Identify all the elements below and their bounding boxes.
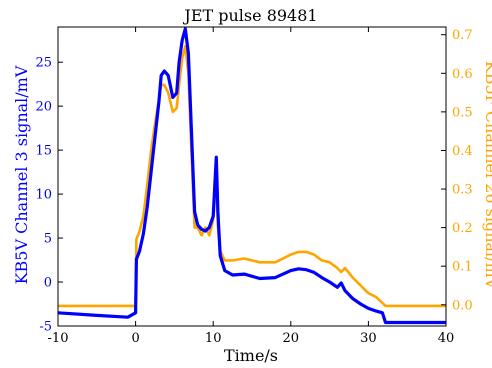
x-tick-label: 10 [205, 331, 222, 346]
series-line-kb5f-channel-26 [58, 44, 446, 308]
series-line-kb5v-channel-3 [57, 27, 446, 325]
left-y-tick-label: 5 [44, 232, 52, 247]
chart-title: JET pulse 89481 [182, 6, 317, 25]
left-y-tick-label: 20 [35, 100, 52, 115]
left-y-tick-label: 15 [35, 144, 52, 159]
x-tick-label: 40 [438, 331, 455, 346]
plot-frame [57, 26, 447, 327]
x-tick-label: -10 [48, 331, 69, 346]
right-y-tick-label: 0.7 [452, 28, 473, 43]
right-y-tick-label: 0.1 [452, 260, 473, 275]
left-y-axis-label: KB5V Channel 3 signal/mV [12, 65, 31, 284]
left-y-tick-label: 0 [44, 276, 52, 291]
x-tick-label: 20 [283, 331, 300, 346]
right-y-tick-label: 0.0 [452, 298, 473, 313]
x-tick-label: 0 [131, 331, 139, 346]
left-y-tick-label: 10 [35, 188, 52, 203]
right-y-tick-label: 0.4 [452, 144, 473, 159]
right-y-tick-label: 0.5 [452, 105, 473, 120]
right-y-tick-label: 0.3 [452, 183, 473, 198]
x-tick-label: 30 [360, 331, 377, 346]
right-y-tick-label: 0.6 [452, 67, 473, 82]
plot-area: -10 0 10 20 30 40 -5 0 5 10 15 20 25 0.0 0.1 0.2 0.3 0.4 0… [35, 26, 473, 346]
left-y-tick-label: 25 [35, 56, 52, 71]
right-y-axis-label: KB5F Channel 26 signal/mV [482, 61, 492, 290]
left-y-tick-label: -5 [39, 320, 52, 335]
x-axis-label: Time/s [224, 346, 278, 365]
right-y-tick-label: 0.2 [452, 221, 473, 236]
